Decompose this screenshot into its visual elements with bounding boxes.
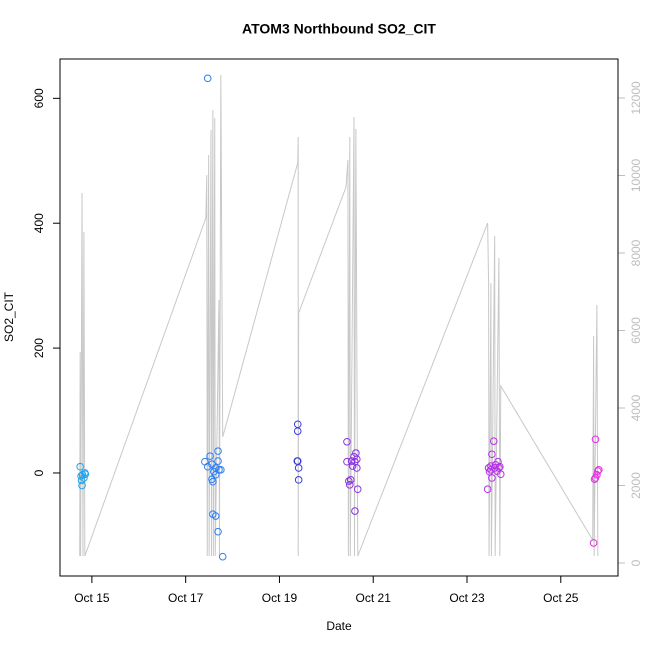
point [343, 457, 351, 466]
y2-tick-label: 6000 [629, 317, 643, 344]
point [353, 485, 362, 494]
point [217, 466, 225, 474]
point [206, 452, 214, 460]
point [211, 512, 220, 520]
chart-title: ATOM3 Northbound SO2_CIT [242, 21, 436, 37]
point [293, 427, 302, 435]
y-tick-label: 400 [32, 213, 46, 233]
y-axis-label: SO2_CIT [2, 291, 16, 342]
point [294, 476, 303, 484]
point [496, 470, 505, 479]
point [488, 450, 496, 459]
y-tick-label: 0 [32, 469, 46, 476]
point [496, 462, 504, 471]
point [81, 470, 90, 479]
point [203, 74, 212, 83]
x-tick-label: Oct 15 [74, 591, 110, 605]
y2-tick-label: 4000 [629, 394, 643, 421]
point [343, 437, 351, 446]
point [594, 466, 603, 474]
point [590, 475, 599, 484]
point [214, 447, 222, 455]
point [353, 464, 361, 472]
y2-tick-label: 8000 [629, 239, 643, 266]
point [591, 474, 600, 482]
point [77, 476, 86, 485]
point [218, 552, 227, 561]
point [214, 527, 222, 536]
point [214, 457, 222, 465]
y2-tick-label: 12000 [629, 81, 643, 115]
x-tick-label: Oct 17 [168, 591, 204, 605]
point [76, 462, 84, 471]
y-tick-label: 200 [32, 338, 46, 358]
point [345, 481, 354, 489]
point [351, 507, 359, 515]
point [78, 481, 86, 490]
point [484, 464, 493, 472]
point [203, 462, 212, 471]
y-tick-label: 600 [32, 88, 46, 108]
point [353, 455, 361, 464]
plot-frame [59, 58, 619, 577]
point [591, 435, 600, 444]
point [346, 476, 355, 484]
point [483, 485, 492, 494]
point [487, 462, 495, 470]
x-axis-label: Date [326, 619, 352, 633]
x-tick-label: Oct 23 [449, 591, 485, 605]
y2-tick-label: 10000 [629, 158, 643, 192]
point [488, 474, 496, 482]
x-tick-label: Oct 19 [262, 591, 298, 605]
y2-tick-label: 2000 [629, 472, 643, 499]
y2-tick-label: 0 [629, 559, 643, 566]
point [348, 462, 357, 470]
point [208, 475, 216, 484]
point [80, 474, 88, 482]
point [347, 457, 356, 465]
point [489, 437, 498, 445]
x-tick-label: Oct 25 [543, 591, 579, 605]
point [294, 464, 303, 472]
point [589, 539, 598, 547]
point [594, 467, 602, 475]
point [345, 477, 353, 485]
x-tick-label: Oct 21 [356, 591, 392, 605]
